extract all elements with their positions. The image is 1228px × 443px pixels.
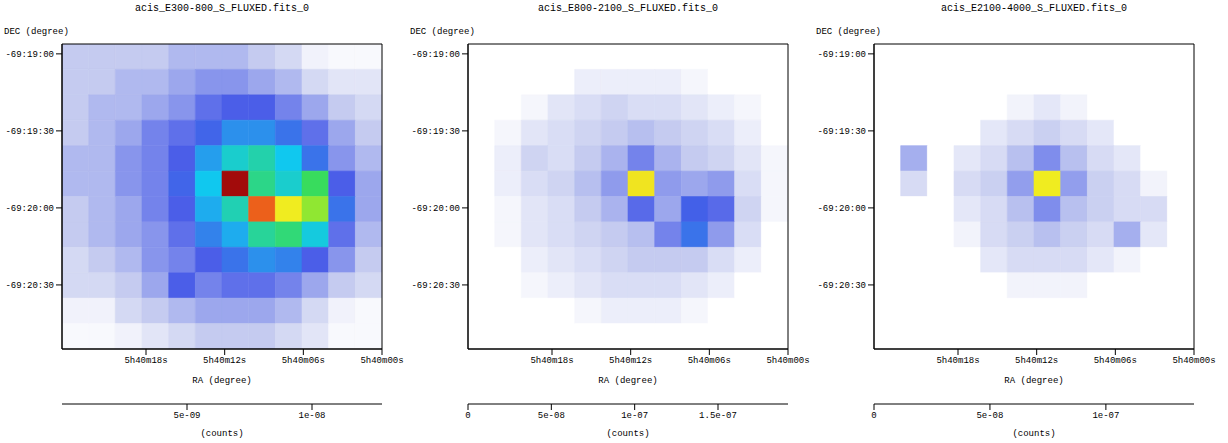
svg-text:5h40m00s: 5h40m00s xyxy=(1172,356,1215,366)
html-text:acis_E300-800_S_FLUXED.fits_0: acis_E300-800_S_FLUXED.fits_0 xyxy=(135,3,309,14)
svg-text:5h40m12s: 5h40m12s xyxy=(203,356,246,366)
svg-text:5h40m18s: 5h40m18s xyxy=(530,356,573,366)
svg-text:5h40m18s: 5h40m18s xyxy=(936,356,979,366)
svg-text:-69:20:30: -69:20:30 xyxy=(411,281,460,291)
svg-text:-69:19:30: -69:19:30 xyxy=(817,127,866,137)
svg-text:-69:19:00: -69:19:00 xyxy=(411,50,460,60)
svg-text:(counts): (counts) xyxy=(200,429,243,438)
html-text:DEC (degree): DEC (degree) xyxy=(4,27,69,37)
svg-text:-69:19:30: -69:19:30 xyxy=(411,127,460,137)
svg-text:-69:19:00: -69:19:00 xyxy=(5,50,54,60)
svg-text:5e-08: 5e-08 xyxy=(976,411,1003,421)
svg-text:0: 0 xyxy=(465,411,470,421)
svg-text:-69:20:30: -69:20:30 xyxy=(5,281,54,291)
svg-text:-69:19:30: -69:19:30 xyxy=(5,127,54,137)
svg-text:(counts): (counts) xyxy=(1012,429,1055,438)
svg-text:5h40m06s: 5h40m06s xyxy=(688,356,731,366)
svg-text:-69:20:00: -69:20:00 xyxy=(411,204,460,214)
svg-text:5h40m18s: 5h40m18s xyxy=(124,356,167,366)
html-text:acis_E2100-4000_S_FLUXED.fits_: acis_E2100-4000_S_FLUXED.fits_0 xyxy=(941,3,1127,14)
svg-text:1.5e-07: 1.5e-07 xyxy=(699,411,737,421)
svg-text:-69:20:30: -69:20:30 xyxy=(817,281,866,291)
svg-text:-69:20:00: -69:20:00 xyxy=(5,204,54,214)
svg-text:-69:19:00: -69:19:00 xyxy=(817,50,866,60)
svg-text:1e-07: 1e-07 xyxy=(621,411,648,421)
svg-text:1e-08: 1e-08 xyxy=(298,411,325,421)
svg-text:RA (degree): RA (degree) xyxy=(192,376,251,385)
svg-text:5e-09: 5e-09 xyxy=(173,411,200,421)
svg-text:5h40m00s: 5h40m00s xyxy=(766,356,809,366)
svg-text:RA (degree): RA (degree) xyxy=(598,376,657,385)
svg-text:5h40m12s: 5h40m12s xyxy=(1015,356,1058,366)
svg-text:5h40m06s: 5h40m06s xyxy=(1094,356,1137,366)
svg-text:-69:20:00: -69:20:00 xyxy=(817,204,866,214)
html-text:DEC (degree): DEC (degree) xyxy=(410,27,475,37)
svg-text:RA (degree): RA (degree) xyxy=(1004,376,1063,385)
svg-text:5h40m12s: 5h40m12s xyxy=(609,356,652,366)
svg-text:0: 0 xyxy=(871,411,876,421)
html-text:acis_E800-2100_S_FLUXED.fits_0: acis_E800-2100_S_FLUXED.fits_0 xyxy=(538,3,718,14)
svg-text:1e-07: 1e-07 xyxy=(1092,411,1119,421)
svg-text:(counts): (counts) xyxy=(606,429,649,438)
svg-text:5h40m00s: 5h40m00s xyxy=(360,356,403,366)
html-text:DEC (degree): DEC (degree) xyxy=(816,27,881,37)
svg-text:5e-08: 5e-08 xyxy=(538,411,565,421)
svg-text:5h40m06s: 5h40m06s xyxy=(282,356,325,366)
